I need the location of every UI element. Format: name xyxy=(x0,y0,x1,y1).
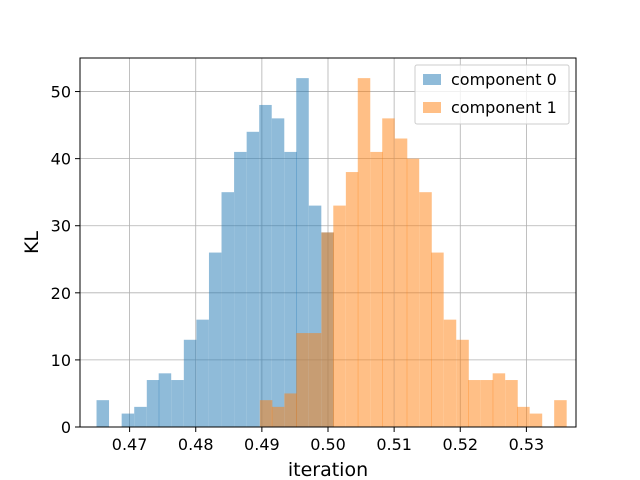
histogram-bar xyxy=(183,339,197,427)
histogram-bar xyxy=(271,118,285,427)
histogram-bar xyxy=(308,333,322,427)
histogram-bar xyxy=(394,138,408,427)
histogram-bar xyxy=(259,400,273,427)
y-tick-label: 0 xyxy=(61,418,71,437)
x-tick-label: 0.51 xyxy=(376,435,412,454)
histogram-bar xyxy=(146,380,160,427)
histogram-bar xyxy=(121,413,135,427)
histogram-bar xyxy=(284,151,297,427)
histogram-bar xyxy=(208,252,222,427)
x-axis-title: iteration xyxy=(288,459,368,480)
histogram-bar xyxy=(96,400,110,427)
histogram-bar xyxy=(431,252,444,427)
y-tick-label: 50 xyxy=(51,83,71,102)
histogram-bar xyxy=(382,118,395,427)
histogram-bar xyxy=(296,333,309,427)
legend-box xyxy=(414,64,570,125)
y-axis-ticks: 0 10 20 30 40 50 xyxy=(51,83,80,437)
histogram-bar xyxy=(517,406,530,427)
histogram-bar xyxy=(480,380,494,427)
histogram-bar xyxy=(529,413,543,427)
histogram-bar xyxy=(419,192,432,427)
histogram-bar xyxy=(492,373,506,427)
histogram-bar xyxy=(271,406,285,427)
histogram-bar xyxy=(221,192,235,427)
legend-label-component-1: component 1 xyxy=(451,98,557,117)
histogram-bar xyxy=(234,151,247,427)
histogram-bar xyxy=(333,205,346,427)
histogram-bar xyxy=(456,339,469,427)
histogram-bar xyxy=(246,131,260,428)
histogram-bar xyxy=(321,232,334,427)
histogram-bar xyxy=(196,319,209,427)
histogram-bar xyxy=(357,78,371,428)
histogram-bar xyxy=(406,158,420,428)
x-tick-label: 0.48 xyxy=(178,435,214,454)
histogram-bar xyxy=(284,393,297,427)
x-tick-label: 0.47 xyxy=(112,435,148,454)
legend-swatch-component-1 xyxy=(423,102,441,113)
histogram-bar xyxy=(259,104,272,428)
histogram-bar xyxy=(345,172,359,427)
series-component-1 xyxy=(259,78,567,428)
x-tick-label: 0.50 xyxy=(310,435,346,454)
y-axis-title: KL xyxy=(21,231,43,254)
histogram-bar xyxy=(158,373,172,427)
histogram-bar xyxy=(554,400,567,427)
y-tick-label: 20 xyxy=(51,284,71,303)
x-tick-label: 0.53 xyxy=(509,435,545,454)
histogram-bar xyxy=(134,406,147,427)
y-tick-label: 30 xyxy=(51,217,71,236)
histogram-bar xyxy=(370,151,383,427)
bars xyxy=(96,78,567,428)
legend-swatch-component-0 xyxy=(423,74,441,85)
histogram-bar xyxy=(443,319,457,427)
legend: component 0 component 1 xyxy=(414,64,570,125)
y-tick-label: 40 xyxy=(51,150,71,169)
histogram-bar xyxy=(505,380,518,427)
histogram-bar xyxy=(468,380,481,427)
x-tick-label: 0.52 xyxy=(442,435,478,454)
histogram-bar xyxy=(171,380,184,427)
legend-label-component-0: component 0 xyxy=(451,70,557,89)
x-tick-label: 0.49 xyxy=(244,435,280,454)
x-axis-ticks: 0.47 0.48 0.49 0.50 0.51 0.52 0.53 xyxy=(112,427,544,454)
y-tick-label: 10 xyxy=(51,351,71,370)
